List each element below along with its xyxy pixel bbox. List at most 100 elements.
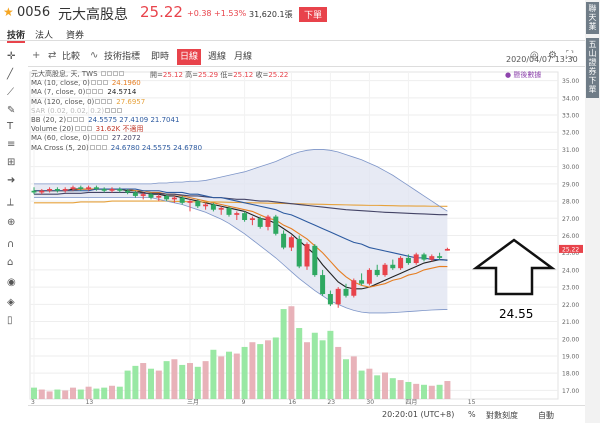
legend-row[interactable]: BB (20, 2) 24.5575 27.4109 21.7041 [31,116,202,125]
candle-body [179,197,185,203]
volume-bar [257,344,264,399]
candle-body [320,275,326,295]
volume-bar [210,349,217,399]
broker-order-button[interactable]: 五山證券下單 [586,38,599,98]
stock-code: 0056 [17,5,51,20]
volume-bar [155,370,162,399]
legend-row[interactable]: Volume (20) 31.62K 不適用 [31,125,202,134]
camera-icon[interactable]: ◎ [530,50,539,61]
settings-icon[interactable]: ⚙ [548,50,557,61]
volume-bar [241,346,248,399]
candle-body [195,201,201,207]
high-label: 高= [185,71,199,79]
weekly-button[interactable]: 週線 [208,52,227,62]
tab-technical[interactable]: 技術 [7,28,26,43]
volume-bar [358,370,365,399]
trash-icon[interactable]: ▯ [7,315,13,326]
legend-row[interactable]: MA (10, close, 0) 24.1960 [31,79,202,88]
candle-body [273,216,279,234]
chat-button[interactable]: 聯天業 [586,2,599,34]
volume-bar [62,390,69,399]
volume-bar [226,351,232,399]
legend-box[interactable] [118,71,124,76]
lock-icon[interactable]: ⌂ [7,257,14,268]
legend-box[interactable] [106,71,112,76]
volume-bar [444,381,451,399]
close-label: 收= [255,71,269,79]
candle-body [257,218,263,227]
candle-body [62,189,68,191]
legend-box[interactable] [112,71,118,76]
layers-icon[interactable]: ◈ [7,297,15,308]
volume-bar [304,342,310,399]
crosshair-icon[interactable]: ✛ [7,51,16,62]
y-tick-label: 26.00 [562,233,579,240]
monthly-button[interactable]: 月線 [234,52,253,62]
legend-value: 24.6780 24.5575 24.6780 [110,143,203,152]
tab-institutional[interactable]: 法人 [35,31,54,41]
legend-value: 27.2072 [111,134,141,143]
legend-box[interactable] [100,71,106,76]
volume-bar [366,368,373,399]
zoom-in-icon[interactable]: ⊕ [7,217,16,228]
legend-row[interactable]: SAR (0.02, 0.02, 0.2) [31,107,202,116]
fullscreen-icon[interactable]: ⛶ [566,50,573,61]
daily-button[interactable]: 日線 [177,49,202,65]
eye-icon[interactable]: ◉ [7,277,16,288]
candle-body [218,207,224,210]
stock-name: 元大高股息 [58,7,128,23]
candle-body [86,187,92,190]
realtime-button[interactable]: 即時 [151,52,170,62]
candle-body [54,189,60,191]
candle-body [281,233,287,248]
ray-line-icon[interactable]: ⟋ [7,87,14,98]
candle-body [210,204,216,210]
ruler-icon[interactable]: ⟂ [7,197,14,208]
volume-bar [428,385,435,399]
volume-bar [163,361,170,399]
compare-button[interactable]: 比較 [62,52,81,62]
y-tick-label: 18.00 [562,371,579,378]
fibonacci-icon[interactable]: ≡ [7,139,16,150]
legend-row[interactable]: MA Cross (5, 20) 24.6780 24.5575 24.6780 [31,144,202,153]
compare-icon[interactable]: ⇄ [48,50,57,61]
legend-row[interactable]: MA (60, close, 0) 27.2072 [31,134,202,143]
series-line [34,191,448,216]
candle-body [156,195,162,198]
candle-body [93,187,99,190]
candle-body [70,187,76,190]
y-tick-label: 25.00 [562,250,579,257]
tab-margin[interactable]: 資券 [66,31,85,41]
legend-row[interactable]: MA (7, close, 0) 24.5714 [31,88,202,97]
price-chart[interactable]: 35.00 34.00 33.00 32.00 31.00 30.00 29.00 28.00… [28,68,585,405]
percent-toggle[interactable]: % [468,410,476,419]
candle-body [335,288,341,305]
legend-row[interactable]: MA (120, close, 0) 27.6957 [31,98,202,107]
y-tick-label: 23.00 [562,285,579,292]
candle-body [304,244,310,267]
legend-name: BB (20, 2) [31,115,67,124]
log-scale-toggle[interactable]: 對數刻度 [486,411,518,420]
text-tool-icon[interactable]: T [7,121,14,132]
auto-scale-toggle[interactable]: 自動 [538,411,554,420]
back-arrow-icon[interactable]: ➜ [7,175,16,186]
brush-icon[interactable]: ✎ [7,105,16,116]
add-icon[interactable]: + [32,50,41,61]
order-button[interactable]: 下單 [299,7,328,22]
open-value: 25.12 [162,71,183,79]
y-tick-label: 20.00 [562,336,579,343]
favorite-star-icon[interactable]: ★ [3,5,14,19]
magnet-icon[interactable]: ∩ [7,239,15,250]
indicator-legend: 元大高股息, 天, TWS MA (10, close, 0) 24.1960 M… [31,70,202,153]
measure-icon[interactable]: ⊞ [7,157,16,168]
trend-line-icon[interactable]: ╱ [7,69,14,80]
y-tick-label: 33.00 [562,113,579,120]
indicators-button[interactable]: 技術指標 [104,52,141,62]
candle-body [351,280,357,296]
data-source-label[interactable]: ● 懸後數據 [505,71,542,79]
volume-bar [343,359,349,399]
indicator-icon[interactable]: ∿ [90,50,99,61]
candle-body [109,189,115,191]
legend-value: 27.6957 [116,97,146,106]
volume-bar [249,342,256,399]
